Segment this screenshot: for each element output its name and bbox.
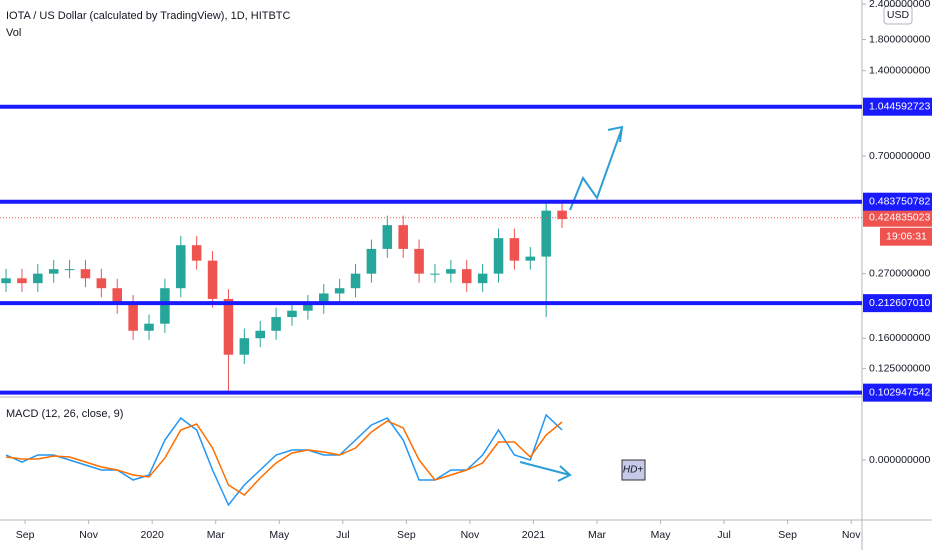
x-tick-label: Nov [461,529,480,541]
candle-body [223,298,234,355]
x-tick-label: Jul [336,529,349,541]
x-tick-label: May [651,529,672,541]
x-tick-label: Jul [717,529,730,541]
macd-tick-label: 0.000000000 [869,454,930,466]
candle-body [493,238,504,274]
y-tick-label: 2.400000000 [869,0,930,10]
y-tick-label: 1.400000000 [869,64,930,76]
candle-body [128,304,138,331]
candle-body [541,210,551,257]
candle-body [96,278,107,289]
macd-line [5,413,563,507]
candle-body [557,210,567,220]
level-box [863,97,932,116]
level-label: 0.212607010 [869,297,930,309]
candle-body [64,269,75,271]
projection-arrow [569,127,623,211]
level-box [863,383,932,402]
x-tick-label: 2021 [522,529,546,541]
candle-body [287,310,297,318]
annotation-box [621,459,646,481]
volume-label: Vol [6,27,21,39]
candle-body [33,273,43,284]
candle-body [176,245,186,289]
macd-title: MACD (12, 26, close, 9) [6,408,123,420]
candle-body [48,269,59,274]
candle-body [398,225,408,249]
candle-body [319,293,329,305]
candle-body [271,317,281,331]
level-box [863,192,932,211]
candle-body [414,248,424,274]
candle-body [446,269,456,274]
y-tick-label: 1.800000000 [869,33,930,45]
candle-body [430,273,440,275]
candle-body [255,330,265,339]
countdown-box [880,227,932,246]
candle-body [160,288,170,324]
x-tick-label: Mar [588,529,607,541]
x-tick-label: Mar [207,529,226,541]
x-tick-label: May [269,529,290,541]
drawings [519,125,624,482]
candle-body [17,278,27,284]
level-box [863,294,932,313]
candle-body [366,248,377,274]
x-tick-label: Sep [778,529,797,541]
y-tick-label: 0.700000000 [869,150,930,162]
candle-body [334,288,345,294]
candle-body [112,288,123,305]
last-price-label: 0.424835023 [869,211,930,223]
countdown: 19:06:31 [886,230,927,242]
x-tick-label: Sep [397,529,416,541]
x-tick-label: Nov [842,529,861,541]
candle-body [382,225,393,249]
x-tick-label: 2020 [141,529,165,541]
currency[interactable]: USD [887,9,910,21]
price-axis-bg [862,0,932,520]
level-label: 1.044592723 [869,100,930,112]
candle-body [477,273,488,284]
annotation: HD+ [623,465,643,476]
y-tick-label: 0.160000000 [869,332,930,344]
macd-line [5,420,563,496]
candle-body [144,323,154,331]
y-tick-label: 0.270000000 [869,267,930,279]
candle-body [525,256,536,261]
arrow-head [607,125,624,143]
x-tick-label: Sep [16,529,35,541]
candle-body [461,269,472,284]
candle-body [1,278,11,284]
candle-body [303,304,313,311]
candle-body [350,273,361,289]
currency-box[interactable] [883,5,913,25]
candle-body [80,269,91,279]
candle-body [207,260,218,299]
arrow-head [557,465,572,482]
candle-body [509,238,520,261]
candle-body [191,245,202,261]
chart-title: IOTA / US Dollar (calculated by TradingV… [6,10,291,22]
level-label: 0.102947542 [869,386,930,398]
candle-body [239,338,250,355]
x-tick-label: Nov [79,529,98,541]
last-price-box [863,208,932,227]
level-label: 0.483750782 [869,195,930,207]
y-tick-label: 0.125000000 [869,362,930,374]
macd-arrow [519,461,571,476]
